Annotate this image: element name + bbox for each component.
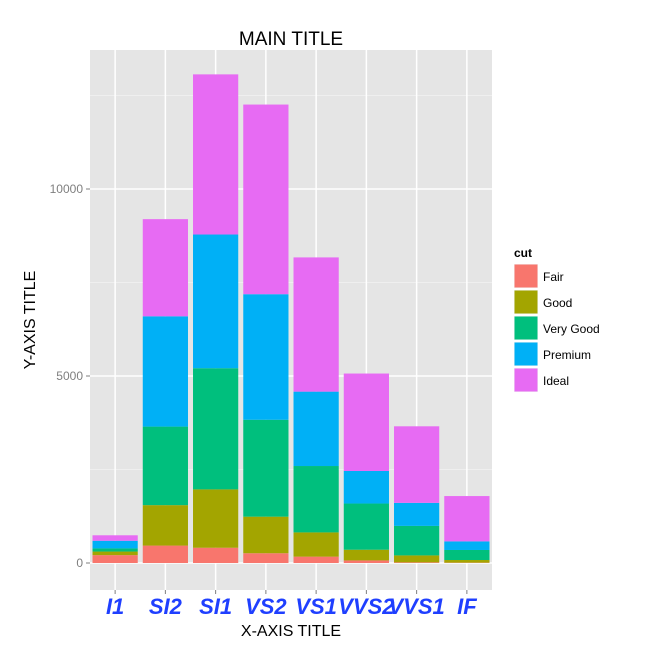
y-tick-label: 0	[76, 556, 83, 570]
bar-si2-fair	[142, 545, 188, 563]
bar-si2-premium	[142, 316, 188, 427]
legend-label: Premium	[543, 348, 591, 362]
bar-vvs2-premium	[343, 470, 389, 504]
legend-item-very-good: Very Good	[514, 316, 600, 340]
bar-i1-very-good	[92, 548, 138, 552]
bar-i1-good	[92, 551, 138, 556]
bar-vvs2-ideal	[343, 373, 389, 471]
bar-i1-premium	[92, 540, 138, 549]
bar-si1-ideal	[193, 74, 239, 235]
bar-si1-premium	[193, 234, 239, 369]
legend-label: Ideal	[543, 374, 569, 388]
x-tick-label: IF	[457, 594, 477, 619]
legend-label: Good	[543, 296, 572, 310]
bar-si1-good	[193, 489, 239, 548]
bar-vvs1-premium	[394, 502, 440, 526]
legend-key-swatch	[514, 316, 538, 340]
y-axis-ticks: 0 5000 10000	[50, 182, 90, 570]
legend: cut Fair Good Very Good Premium Ideal	[514, 246, 600, 392]
legend-label: Very Good	[543, 322, 600, 336]
bar-vs2-very-good	[243, 419, 289, 517]
x-tick-label: VS2	[245, 594, 287, 619]
legend-key-swatch	[514, 290, 538, 314]
bar-vs2-ideal	[243, 104, 289, 295]
legend-item-good: Good	[514, 290, 572, 314]
bar-vs1-good	[293, 532, 339, 557]
bar-vs2-fair	[243, 553, 289, 563]
legend-key-swatch	[514, 368, 538, 392]
bar-vvs1-fair	[394, 562, 440, 563]
legend-item-ideal: Ideal	[514, 368, 569, 392]
x-tick-label: VVS1	[388, 594, 444, 619]
bar-if-ideal	[444, 496, 490, 542]
bar-vs1-fair	[293, 556, 339, 563]
bar-vs2-premium	[243, 294, 289, 420]
bar-if-good	[444, 560, 490, 563]
bar-vs1-premium	[293, 391, 339, 467]
legend-title: cut	[514, 246, 532, 260]
bar-vs1-ideal	[293, 257, 339, 392]
y-axis-title: Y-AXIS TITLE	[22, 271, 39, 370]
bar-vvs1-very-good	[394, 525, 440, 556]
legend-key-swatch	[514, 342, 538, 366]
bar-si2-very-good	[142, 426, 188, 506]
chart-title: MAIN TITLE	[239, 29, 343, 50]
bar-vvs1-good	[394, 555, 440, 563]
x-tick-label: I1	[106, 594, 124, 619]
x-tick-label: SI2	[149, 594, 183, 619]
bar-vvs2-very-good	[343, 503, 389, 550]
bars	[92, 74, 490, 563]
bar-vvs2-good	[343, 549, 389, 561]
legend-label: Fair	[543, 270, 564, 284]
x-tick-label: VVS2	[338, 594, 395, 619]
y-tick-label: 10000	[50, 182, 84, 196]
bar-if-premium	[444, 541, 490, 550]
legend-key-swatch	[514, 264, 538, 288]
bar-i1-fair	[92, 555, 138, 563]
bar-vvs2-fair	[343, 560, 389, 563]
bar-if-very-good	[444, 549, 490, 561]
y-tick-label: 5000	[56, 369, 83, 383]
x-axis-title: X-AXIS TITLE	[241, 623, 341, 640]
bar-si1-fair	[193, 547, 239, 563]
x-tick-label: SI1	[199, 594, 232, 619]
bar-vvs1-ideal	[394, 426, 440, 503]
bar-i1-ideal	[92, 535, 138, 541]
bar-si1-very-good	[193, 368, 239, 490]
legend-item-fair: Fair	[514, 264, 564, 288]
bar-si2-ideal	[142, 219, 188, 317]
bar-si2-good	[142, 505, 188, 546]
bar-vs2-good	[243, 516, 289, 554]
bar-vs1-very-good	[293, 466, 339, 533]
x-tick-label: VS1	[295, 594, 337, 619]
legend-item-premium: Premium	[514, 342, 591, 366]
